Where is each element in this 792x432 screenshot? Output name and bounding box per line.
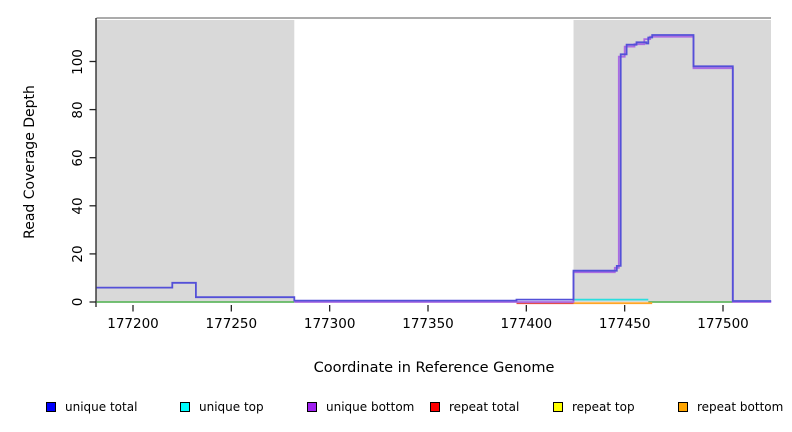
legend-swatch-icon — [553, 402, 563, 412]
legend-item-unique-top: unique top — [180, 399, 264, 415]
legend-swatch-icon — [46, 402, 56, 412]
y-tick-label-3: 60 — [70, 149, 86, 167]
legend-swatch-icon — [678, 402, 688, 412]
x-tick-label-0: 177200 — [107, 316, 159, 332]
x-tick-label-6: 177500 — [697, 316, 749, 332]
x-tick-label-4: 177400 — [500, 316, 553, 332]
series-line-unique-total-0 — [96, 34, 772, 302]
legend-item-repeat-bottom: repeat bottom — [678, 399, 783, 415]
x-tick-label-5: 177450 — [598, 316, 651, 332]
y-tick-label-2: 40 — [70, 197, 86, 215]
shaded-region-1 — [573, 20, 771, 302]
legend-item-unique-bottom: unique bottom — [307, 399, 414, 415]
y-tick-label-5: 100 — [70, 48, 86, 75]
x-tick-label-1: 177250 — [205, 316, 258, 332]
x-tick-label-3: 177350 — [402, 316, 454, 332]
legend-swatch-icon — [307, 402, 317, 412]
y-tick-label-0: 0 — [70, 297, 86, 307]
legend-label: unique total — [65, 400, 138, 414]
legend-item-repeat-total: repeat total — [430, 399, 519, 415]
legend-label: unique top — [199, 400, 264, 414]
shaded-region-0 — [96, 20, 295, 302]
x-axis-title: Coordinate in Reference Genome — [313, 360, 555, 376]
legend-label: repeat total — [449, 400, 520, 414]
legend-swatch-icon — [430, 402, 440, 412]
legend-item-unique-total: unique total — [46, 399, 137, 415]
y-axis-title: Read Coverage Depth — [22, 85, 38, 239]
legend-item-repeat-top: repeat top — [553, 399, 635, 415]
y-tick-label-4: 80 — [70, 101, 86, 119]
legend-label: unique bottom — [326, 400, 415, 414]
legend-label: repeat top — [572, 400, 635, 414]
x-tick-label-2: 177300 — [303, 316, 356, 332]
legend-label: repeat bottom — [697, 400, 784, 414]
y-tick-label-1: 20 — [70, 245, 86, 263]
legend-swatch-icon — [180, 402, 190, 412]
